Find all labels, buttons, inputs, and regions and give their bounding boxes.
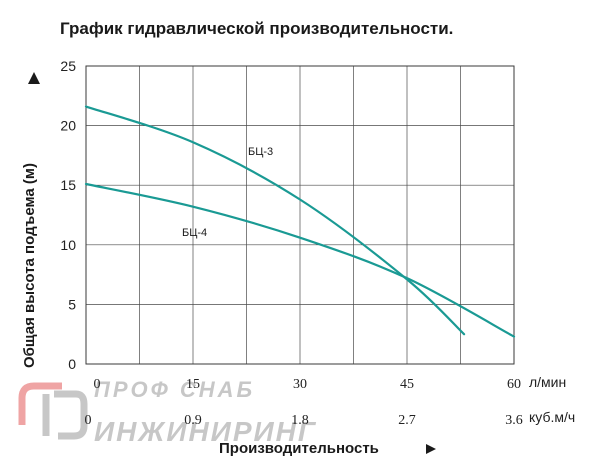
x-tick-label-m3h: 0.9 [184,413,202,428]
x-tick-label-lmin: 0 [94,377,101,392]
logo-mark-icon [18,382,88,440]
plot-area: БЦ-3 БЦ-4 [84,65,516,365]
y-tick-label: 20 [60,118,76,134]
series-label-bc3: БЦ-3 [248,146,273,158]
x-ticks-lmin: 0 15 30 45 60 [94,377,522,392]
series-line-bc4 [84,182,516,338]
x-tick-label-lmin: 60 [507,377,521,392]
series-line-bc3 [84,105,466,336]
y-axis-label: Общая высота подъема (м) [21,163,38,368]
y-tick-label: 10 [60,237,76,253]
grid [86,65,514,365]
x-tick-label-m3h: 3.6 [505,413,523,428]
y-axis-label-group: Общая высота подъема (м) [21,72,40,368]
x-tick-label-m3h: 1.8 [291,413,309,428]
x-tick-label-lmin: 45 [400,377,414,392]
y-axis-arrow-icon [28,72,40,84]
x-tick-label-m3h: 2.7 [398,413,416,428]
y-ticks: 0 5 10 15 20 25 [60,58,76,372]
y-tick-label: 5 [68,296,76,312]
series-label-bc4: БЦ-4 [182,227,207,239]
x-tick-label-lmin: 30 [293,377,307,392]
x-unit-secondary: куб.м/ч [529,409,575,425]
x-axis-label: Производительность [219,440,379,457]
x-tick-label-lmin: 15 [186,377,200,392]
chart-title: График гидравлической производительности… [60,19,453,38]
x-tick-label-m3h: 0 [85,413,92,428]
watermark-text-top: ПРОФ СНАБ [94,377,255,402]
watermark-text-bottom: ИНЖИНИРИНГ [94,416,317,447]
watermark-logo: ПРОФ СНАБ ИНЖИНИРИНГ [18,377,317,447]
plot-frame [85,65,515,365]
y-tick-label: 25 [60,58,76,74]
x-axis-arrow-icon [426,444,436,454]
x-ticks-m3h: 0 0.9 1.8 2.7 3.6 [85,413,523,428]
y-tick-label: 15 [60,177,76,193]
y-tick-label: 0 [68,356,76,372]
series-layer [84,105,516,338]
x-unit-primary: л/мин [529,374,566,390]
